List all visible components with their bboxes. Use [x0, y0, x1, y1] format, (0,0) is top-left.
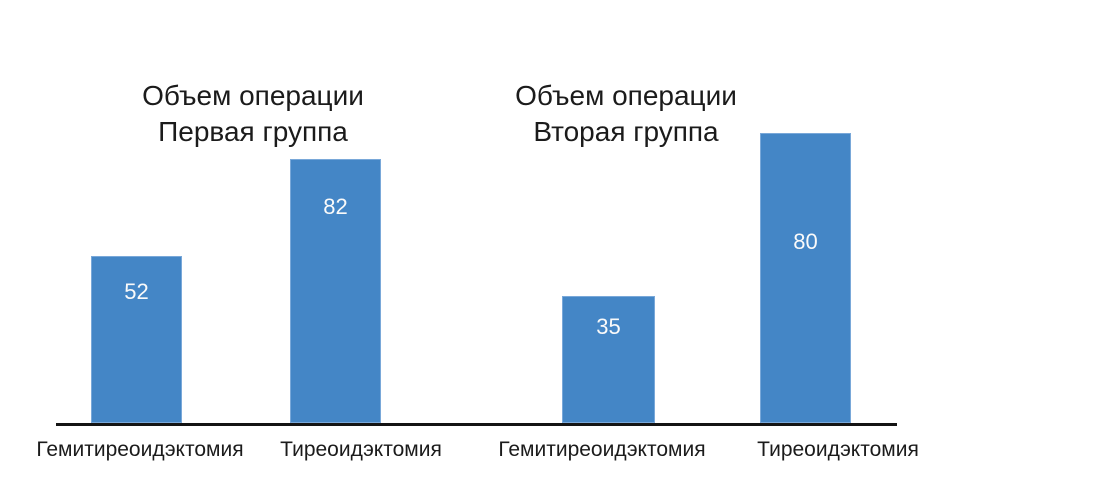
- bar-value-label: 82: [323, 194, 348, 219]
- chart-title-line1: Объем операции: [515, 80, 737, 111]
- chart-title-line2: Вторая группа: [533, 116, 719, 147]
- bar-group1-hemithyroidectomy: 52: [91, 256, 182, 423]
- category-label-group2-hemithyroidectomy: Гемитиреоидэктомия: [498, 438, 706, 461]
- category-label-group2-thyroidectomy: Тиреоидэктомия: [757, 438, 919, 461]
- bar-group2-thyroidectomy: 80: [760, 133, 851, 423]
- bar-group2-hemithyroidectomy: 35: [562, 296, 655, 423]
- chart-title-line2: Первая группа: [158, 116, 348, 147]
- category-label-group1-thyroidectomy: Тиреоидэктомия: [280, 438, 442, 461]
- bar-value-label: 52: [124, 279, 149, 304]
- chart-title-group2: Объем операции Вторая группа: [515, 78, 737, 150]
- bar-group1-thyroidectomy: 82: [290, 159, 381, 423]
- bar-value-label: 35: [596, 314, 621, 339]
- chart-title-line1: Объем операции: [142, 80, 364, 111]
- chart-title-group1: Объем операции Первая группа: [142, 78, 364, 150]
- category-label-group1-hemithyroidectomy: Гемитиреоидэктомия: [36, 438, 244, 461]
- bar-value-label: 80: [793, 229, 818, 254]
- x-axis-line: [56, 423, 897, 426]
